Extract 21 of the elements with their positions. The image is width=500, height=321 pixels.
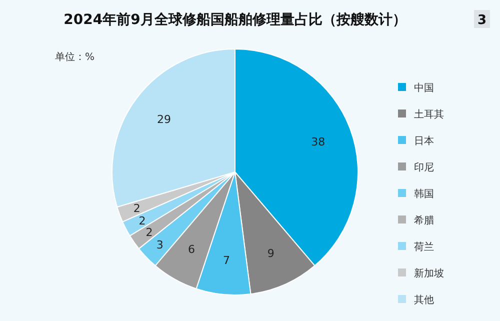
text: 3 <box>477 13 487 28</box>
data-label: 6 <box>188 243 196 256</box>
data-label: 2 <box>138 214 146 228</box>
legend-label: 日本 <box>414 135 434 147</box>
data-label: 7 <box>222 254 230 268</box>
data-label: 3 <box>156 238 164 252</box>
legend-label: 印尼 <box>414 162 434 174</box>
legend-label: 新加坡 <box>414 268 444 280</box>
legend-label: 希腊 <box>414 214 434 226</box>
legend-label: 土耳其 <box>414 108 444 120</box>
data-label: 2 <box>146 226 153 239</box>
legend-label: 中国 <box>414 82 434 94</box>
data-label: 38 <box>311 135 326 148</box>
data-label: 9 <box>267 246 274 260</box>
chart-title: 2024年前9月全球修船国船舶修理量占比（按艘数计） <box>64 12 406 28</box>
legend-label: 韩国 <box>414 188 434 200</box>
data-label: 2 <box>133 202 140 216</box>
legend-label: 荷兰 <box>414 241 434 253</box>
text: 单位：% <box>55 51 95 63</box>
data-label: 29 <box>157 113 172 126</box>
legend-label: 其他 <box>414 294 434 306</box>
